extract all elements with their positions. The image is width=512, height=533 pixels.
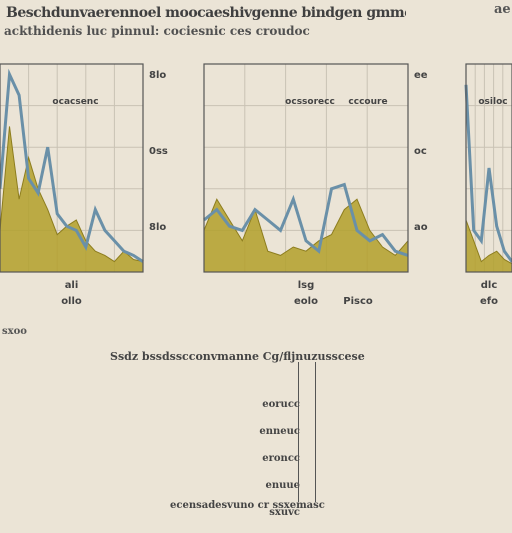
lower-label-list: eorucc enneuc eroncc enuue sxuvc — [170, 398, 300, 533]
y-tick-label: 8lo — [149, 70, 166, 81]
lower-label: enneuc — [259, 426, 300, 437]
x-axis-label: eolo — [294, 296, 318, 307]
lower-label: enuue — [265, 480, 300, 491]
x-axis-label: ollo — [61, 296, 82, 307]
panel-title: osiloc — [478, 97, 507, 107]
series-line — [0, 68, 144, 263]
x-tick-label: dlc — [481, 280, 498, 291]
plot-frame — [0, 63, 144, 273]
corner-label: ae — [494, 2, 511, 17]
x-tick-label: lsg — [298, 280, 315, 291]
x-axis-label-secondary: Pisco — [343, 296, 373, 307]
y-tick-label: oc — [414, 146, 427, 157]
y-tick-label: 0ss — [149, 146, 168, 157]
x-axis-label: efo — [480, 296, 498, 307]
panel-title: ocacsenc — [52, 97, 98, 107]
lower-label: eorucc — [262, 399, 300, 410]
figure-caption: Ssdz bssdsscconvmanne Cg/fljnuzusscese — [110, 350, 365, 363]
charts-canvas: ocacsenc 8lo 0ss 8lo ali ollo ocssorecc cccoure… — [0, 63, 512, 307]
vertical-scale-bar — [298, 362, 316, 502]
series-area — [0, 126, 144, 273]
series-line — [203, 182, 409, 257]
left-note: sxoo — [2, 326, 27, 337]
panel-title: ocssorecc — [285, 97, 335, 107]
plot-frame — [465, 63, 512, 273]
y-tick-label: ao — [414, 222, 428, 233]
series-line — [464, 84, 512, 263]
page-subtitle: ackthidenis luc pinnul: cociesnic ces cr… — [4, 24, 310, 38]
y-tick-label: ee — [414, 70, 428, 81]
plot-frame — [203, 63, 409, 273]
y-tick-label: 8lo — [149, 222, 166, 233]
series-area — [465, 219, 512, 273]
panel-title-secondary: cccoure — [348, 97, 387, 107]
page-title: Beschdunvaerennoel moocaeshivgenne bindg… — [6, 5, 406, 21]
x-tick-label: ali — [65, 280, 79, 291]
lower-label: eroncc — [262, 453, 300, 464]
bottom-caption: ecensadesvuno cr ssxemasc — [170, 500, 325, 511]
